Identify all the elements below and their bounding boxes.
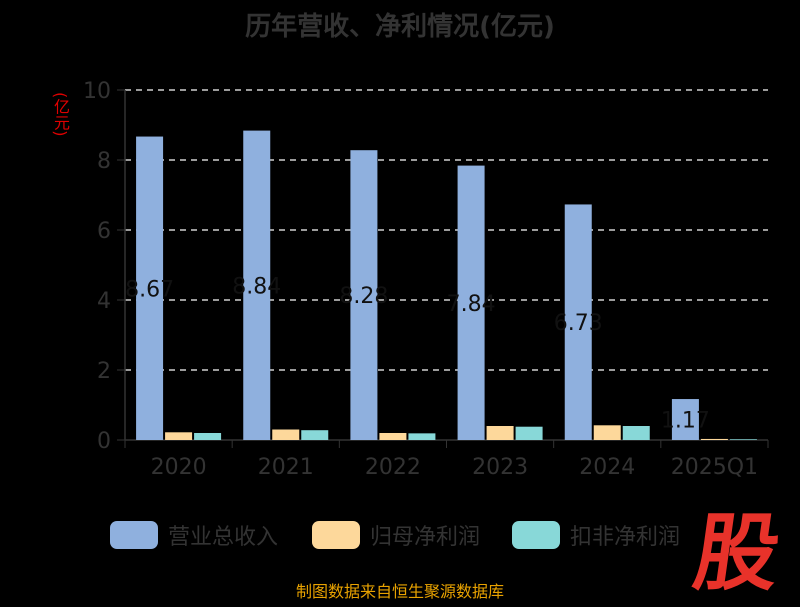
- bar-revenue: [136, 136, 164, 441]
- bar-net-profit: [165, 432, 193, 440]
- x-tick-label: 2024: [579, 455, 635, 480]
- y-tick-label: 6: [97, 219, 111, 244]
- chart-title: 历年营收、净利情况(亿元): [245, 12, 555, 42]
- y-axis-unit-label: (亿元): [51, 92, 70, 137]
- bar-deducted-profit: [194, 433, 222, 440]
- bar-net-profit: [272, 429, 300, 440]
- y-tick-label: 8: [97, 149, 111, 174]
- x-tick-label: 2020: [151, 455, 207, 480]
- legend-swatch-revenue: [110, 521, 158, 549]
- bar-net-profit: [486, 426, 514, 440]
- y-tick-label: 0: [97, 429, 111, 454]
- x-tick-label: 2025Q1: [671, 455, 758, 480]
- bar-deducted-profit: [515, 426, 543, 440]
- data-label-revenue: 8.28: [339, 284, 388, 309]
- legend-label-deducted-profit: 扣非净利润: [570, 525, 681, 550]
- bar-net-profit: [593, 425, 621, 440]
- legend-label-net-profit: 归母净利润: [370, 525, 481, 550]
- y-tick-label: 4: [97, 289, 111, 314]
- legend-label-revenue: 营业总收入: [168, 525, 279, 550]
- bar-deducted-profit: [408, 433, 436, 440]
- legend-item-revenue[interactable]: 营业总收入: [110, 518, 278, 552]
- bar-revenue: [457, 165, 485, 440]
- bar-deducted-profit: [729, 439, 757, 440]
- legend-swatch-net-profit: [312, 521, 360, 549]
- x-tick-label: 2023: [472, 455, 528, 480]
- legend-item-net-profit[interactable]: 归母净利润: [312, 518, 480, 552]
- legend: 营业总收入 归母净利润 扣非净利润: [0, 518, 800, 552]
- bar-deducted-profit: [301, 430, 329, 440]
- y-tick-label: 10: [83, 79, 111, 104]
- bar-revenue: [243, 130, 271, 440]
- legend-item-deducted-profit[interactable]: 扣非净利润: [512, 518, 680, 552]
- data-label-revenue: 7.84: [447, 292, 496, 317]
- bar-revenue: [350, 150, 378, 440]
- x-tick-label: 2022: [365, 455, 421, 480]
- bar-revenue: [671, 399, 699, 440]
- bar-net-profit: [379, 433, 407, 440]
- bar-revenue: [564, 204, 592, 440]
- data-label-revenue: 8.84: [232, 274, 281, 299]
- source-footer: 制图数据来自恒生聚源数据库: [295, 582, 504, 601]
- bar-net-profit: [700, 438, 728, 440]
- y-tick-label: 2: [97, 359, 111, 384]
- legend-swatch-deducted-profit: [512, 521, 560, 549]
- data-label-revenue: 1.17: [661, 409, 710, 434]
- data-label-revenue: 6.73: [554, 311, 603, 336]
- bar-deducted-profit: [622, 426, 650, 440]
- x-tick-label: 2021: [258, 455, 314, 480]
- data-label-revenue: 8.67: [125, 277, 174, 302]
